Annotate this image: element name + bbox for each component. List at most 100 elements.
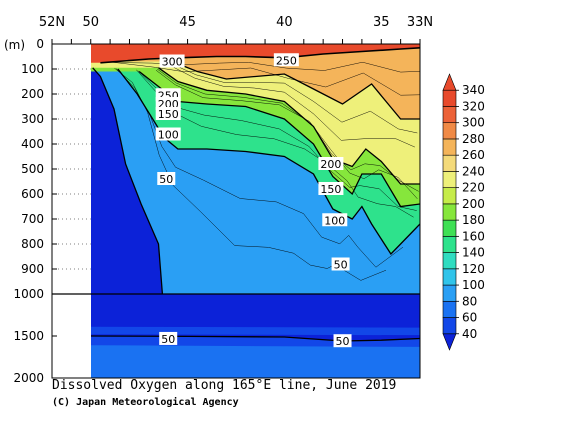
colorbar-swatch-160 — [442, 219, 457, 237]
fill-band-above-300 — [91, 44, 420, 63]
contour-label-bg — [318, 182, 344, 195]
fill-band-above-250 — [91, 44, 420, 119]
colorbar-swatch-80 — [442, 284, 457, 302]
contour-label-bg — [331, 257, 350, 271]
oxygen-filled-contours — [91, 44, 420, 378]
contour-label-1: 250 — [276, 54, 297, 67]
depth-tick-label-100: 100 — [21, 62, 44, 76]
plot-frame — [51, 43, 421, 379]
fill-band-mid-deep — [91, 294, 420, 328]
latitude-tick-label-40: 40 — [276, 15, 293, 30]
colorbar-label-80: 80 — [462, 294, 477, 308]
fill-band-mid-deep-2 — [91, 326, 420, 336]
contour-label-11: 50 — [161, 333, 175, 346]
contour-label-bg — [318, 157, 344, 170]
contour-line-minor-200-0 — [157, 68, 419, 192]
contour-line-minor-300-1 — [109, 61, 420, 96]
colorbar-swatch-280 — [442, 122, 457, 140]
depth-axis-label: (m) — [4, 38, 25, 52]
contour-label-bg — [155, 97, 181, 110]
colorbar-swatch-240 — [442, 154, 457, 172]
colorbar-label-140: 140 — [462, 246, 485, 260]
contour-label-9: 100 — [324, 214, 345, 227]
contour-label-6: 50 — [159, 173, 173, 186]
contour-line-250 — [171, 60, 420, 120]
depth-tick-label-300: 300 — [21, 112, 44, 126]
contour-label-5: 100 — [158, 129, 179, 142]
colorbar-label-200: 200 — [462, 197, 485, 211]
plot-border — [51, 43, 421, 379]
chart-title: Dissolved Oxygen along 165°E line, June … — [52, 378, 397, 393]
colorbar-label-60: 60 — [462, 311, 477, 325]
colorbar-label-340: 340 — [462, 83, 485, 97]
copyright-notice: (C) Japan Meteorological Agency — [52, 397, 239, 408]
colorbar-swatch-180 — [442, 203, 457, 221]
colorbar-swatch-140 — [442, 236, 457, 253]
depth-tick-label-400: 400 — [21, 137, 44, 151]
colorbar-swatch-200 — [442, 187, 457, 205]
contour-label-8: 150 — [320, 183, 341, 196]
depth-tick-label-1000: 1000 — [13, 287, 44, 301]
depth-tick-label-600: 600 — [21, 187, 44, 201]
contour-label-bg — [155, 107, 181, 120]
latitude-tick-label-35: 35 — [373, 15, 390, 30]
latitude-tick-label-50: 50 — [82, 15, 99, 30]
contour-label-bg — [273, 53, 299, 67]
contour-label-bg — [157, 172, 176, 185]
colorbar-swatch-300 — [442, 106, 457, 124]
oxygen-contour-lines — [91, 47, 420, 342]
contour-line-minor-100-1 — [114, 68, 387, 281]
contour-label-bg — [155, 127, 181, 141]
contour-line-minor-250-0 — [171, 63, 418, 134]
fill-band-bottom — [91, 345, 420, 378]
latitude-axis: 52N 50 45 40 35 33N — [39, 15, 433, 44]
depth-tick-label-800: 800 — [21, 237, 44, 251]
colorbar-swatch-260 — [442, 138, 457, 156]
depth-tick-label-900: 900 — [21, 262, 44, 276]
depth-tick-label-200: 200 — [21, 87, 44, 101]
contour-label-bg — [159, 54, 185, 68]
latitude-tick-label-33: 33N — [407, 15, 433, 30]
colorbar-label-40: 40 — [462, 327, 477, 341]
colorbar-label-240: 240 — [462, 164, 485, 178]
colorbar-swatch-320 — [442, 89, 457, 107]
colorbar-label-280: 280 — [462, 132, 485, 146]
colorbar-swatch-120 — [442, 252, 457, 270]
contour-label-12: 50 — [336, 335, 350, 348]
contour-line-minor-250-1 — [170, 65, 415, 148]
contour-label-bg — [333, 334, 352, 348]
colorbar-swatch-220 — [442, 171, 457, 188]
colorbar-swatch-100 — [442, 268, 457, 286]
colorbar-label-300: 300 — [462, 116, 485, 130]
contour-line-200 — [158, 67, 420, 185]
colorbar-label-100: 100 — [462, 278, 485, 292]
colorbar-label-320: 320 — [462, 99, 485, 113]
contour-label-bg — [322, 213, 348, 227]
contour-label-bg — [159, 331, 178, 345]
depth-tick-label-700: 700 — [21, 212, 44, 226]
colorbar-label-120: 120 — [462, 262, 485, 276]
latitude-tick-label-52: 52N — [39, 15, 65, 30]
colorbar-label-160: 160 — [462, 229, 485, 243]
contour-line-minor-200-1 — [155, 70, 418, 199]
colorbar-swatch-40 — [442, 317, 457, 335]
colorbar-swatch-60 — [442, 300, 457, 318]
colorbar-min-triangle — [442, 333, 457, 351]
latitude-tick-label-45: 45 — [179, 15, 196, 30]
colorbar-legend: 40 60 80 100 120 140 160 180 200 220 240 260 280 300 3… — [442, 73, 485, 351]
depth-tick-label-1500: 1500 — [13, 329, 44, 343]
contour-label-4: 150 — [158, 108, 179, 121]
colorbar-label-260: 260 — [462, 148, 485, 162]
contour-label-7: 200 — [320, 158, 341, 171]
depth-tick-label-0: 0 — [36, 37, 44, 51]
colorbar-label-220: 220 — [462, 181, 485, 195]
contour-label-0: 300 — [162, 56, 183, 69]
contour-line-50 — [92, 67, 164, 295]
colorbar-label-180: 180 — [462, 213, 485, 227]
depth-tick-label-2000: 2000 — [13, 371, 44, 385]
depth-tick-label-500: 500 — [21, 162, 44, 176]
colorbar-max-triangle — [442, 73, 457, 91]
depth-axis: (m) 0 100 200 300 400 500 600 700 800 900 1000 1500 2… — [4, 37, 91, 385]
